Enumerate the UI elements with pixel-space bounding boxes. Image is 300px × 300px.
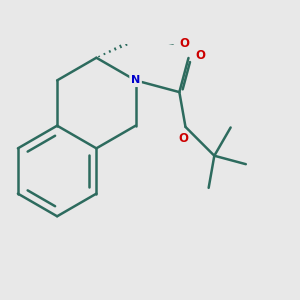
Text: O: O [178, 132, 188, 145]
Text: −: − [160, 0, 170, 1]
Text: O: O [195, 49, 205, 62]
Text: O: O [180, 37, 190, 50]
Text: N: N [131, 75, 140, 85]
Text: O: O [142, 0, 153, 2]
